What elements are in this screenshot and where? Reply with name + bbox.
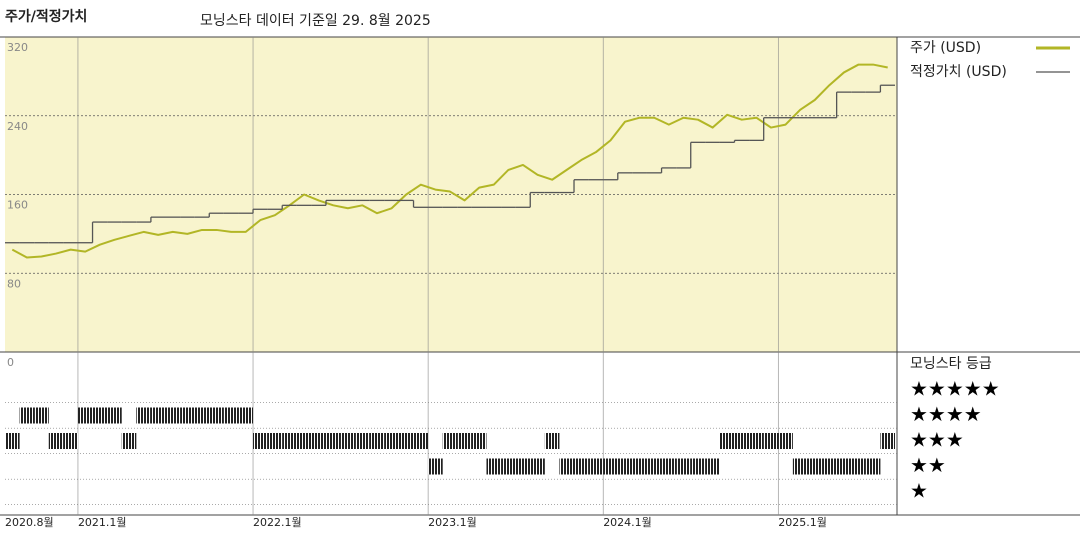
rating-bar — [676, 458, 691, 475]
rating-bar — [369, 433, 385, 449]
rating-bar — [194, 407, 210, 424]
chart-title: 주가/적정가치 — [5, 8, 87, 25]
rating-bar — [180, 407, 195, 424]
rating-bar — [530, 458, 545, 475]
rating-bar — [398, 433, 414, 449]
rating-bar — [865, 458, 881, 475]
y-tick-label: 0 — [7, 356, 14, 369]
rating-bar — [486, 458, 502, 475]
rating-bar — [384, 433, 399, 449]
rating-bar — [442, 433, 458, 449]
fair-value-riser — [91, 85, 882, 243]
rating-label: ★★ — [910, 453, 946, 477]
rating-bar — [457, 433, 472, 449]
rating-title: 모닝스타 등급 — [910, 356, 992, 372]
rating-bar — [92, 407, 108, 424]
rating-bar — [253, 433, 268, 449]
rating-bar — [296, 433, 312, 449]
rating-bar — [63, 433, 78, 449]
rating-bar — [646, 458, 662, 475]
rating-bar — [851, 458, 866, 475]
x-tick-label: 2022.1월 — [253, 516, 302, 529]
rating-bar — [340, 433, 356, 449]
rating-bar — [515, 458, 531, 475]
rating-bar — [311, 433, 326, 449]
rating-bar — [836, 458, 852, 475]
rating-bar — [719, 433, 735, 449]
rating-bar — [822, 458, 837, 475]
rating-bar — [136, 407, 151, 424]
rating-bar — [209, 407, 224, 424]
rating-bar — [603, 458, 618, 475]
rating-bar — [107, 407, 122, 424]
rating-bar — [690, 458, 706, 475]
rating-bar — [282, 433, 297, 449]
chart-subtitle: 모닝스타 데이터 기준일 29. 8월 2025 — [200, 13, 431, 29]
rating-bar — [267, 433, 283, 449]
rating-label: ★★★★ — [910, 402, 982, 426]
y-tick-label: 80 — [7, 277, 21, 290]
rating-bar — [428, 458, 443, 475]
rating-bar — [574, 458, 589, 475]
rating-bar — [34, 407, 49, 424]
rating-bar — [763, 433, 779, 449]
rating-bar — [705, 458, 720, 475]
rating-bar — [77, 407, 93, 424]
rating-bar — [880, 433, 895, 449]
rating-bar — [48, 433, 64, 449]
rating-bar — [150, 407, 166, 424]
rating-bar — [734, 433, 750, 449]
rating-bar — [238, 407, 254, 424]
rating-bar — [632, 458, 647, 475]
rating-bar — [617, 458, 633, 475]
rating-bar — [471, 433, 487, 449]
rating-bar — [325, 433, 341, 449]
x-tick-label: 2023.1월 — [428, 516, 477, 529]
rating-bar — [792, 458, 808, 475]
rating-bar — [121, 433, 137, 449]
x-tick-label: 2025.1월 — [778, 516, 827, 529]
rating-bar — [559, 458, 575, 475]
legend-label: 주가 (USD) — [910, 40, 981, 56]
rating-bar — [661, 458, 677, 475]
y-tick-label: 240 — [7, 120, 28, 133]
rating-bar — [544, 433, 560, 449]
y-tick-label: 160 — [7, 199, 28, 212]
rating-bar — [5, 433, 20, 449]
rating-label: ★★★★★ — [910, 377, 1000, 401]
price-line — [11, 63, 888, 259]
x-tick-label: 2021.1월 — [78, 516, 127, 529]
rating-bar — [223, 407, 239, 424]
rating-bar — [749, 433, 764, 449]
x-tick-label: 2020.8월 — [5, 516, 54, 529]
x-tick-label: 2024.1월 — [603, 516, 652, 529]
rating-bar — [778, 433, 793, 449]
y-tick-label: 320 — [7, 41, 28, 54]
legend-label: 적정가치 (USD) — [910, 64, 1007, 80]
rating-label: ★ — [910, 479, 928, 503]
rating-bar — [807, 458, 823, 475]
rating-bar — [165, 407, 181, 424]
rating-bar — [19, 407, 35, 424]
rating-bar — [413, 433, 429, 449]
rating-bar — [501, 458, 516, 475]
rating-bar — [355, 433, 370, 449]
rating-bar — [588, 458, 604, 475]
rating-label: ★★★ — [910, 428, 964, 452]
